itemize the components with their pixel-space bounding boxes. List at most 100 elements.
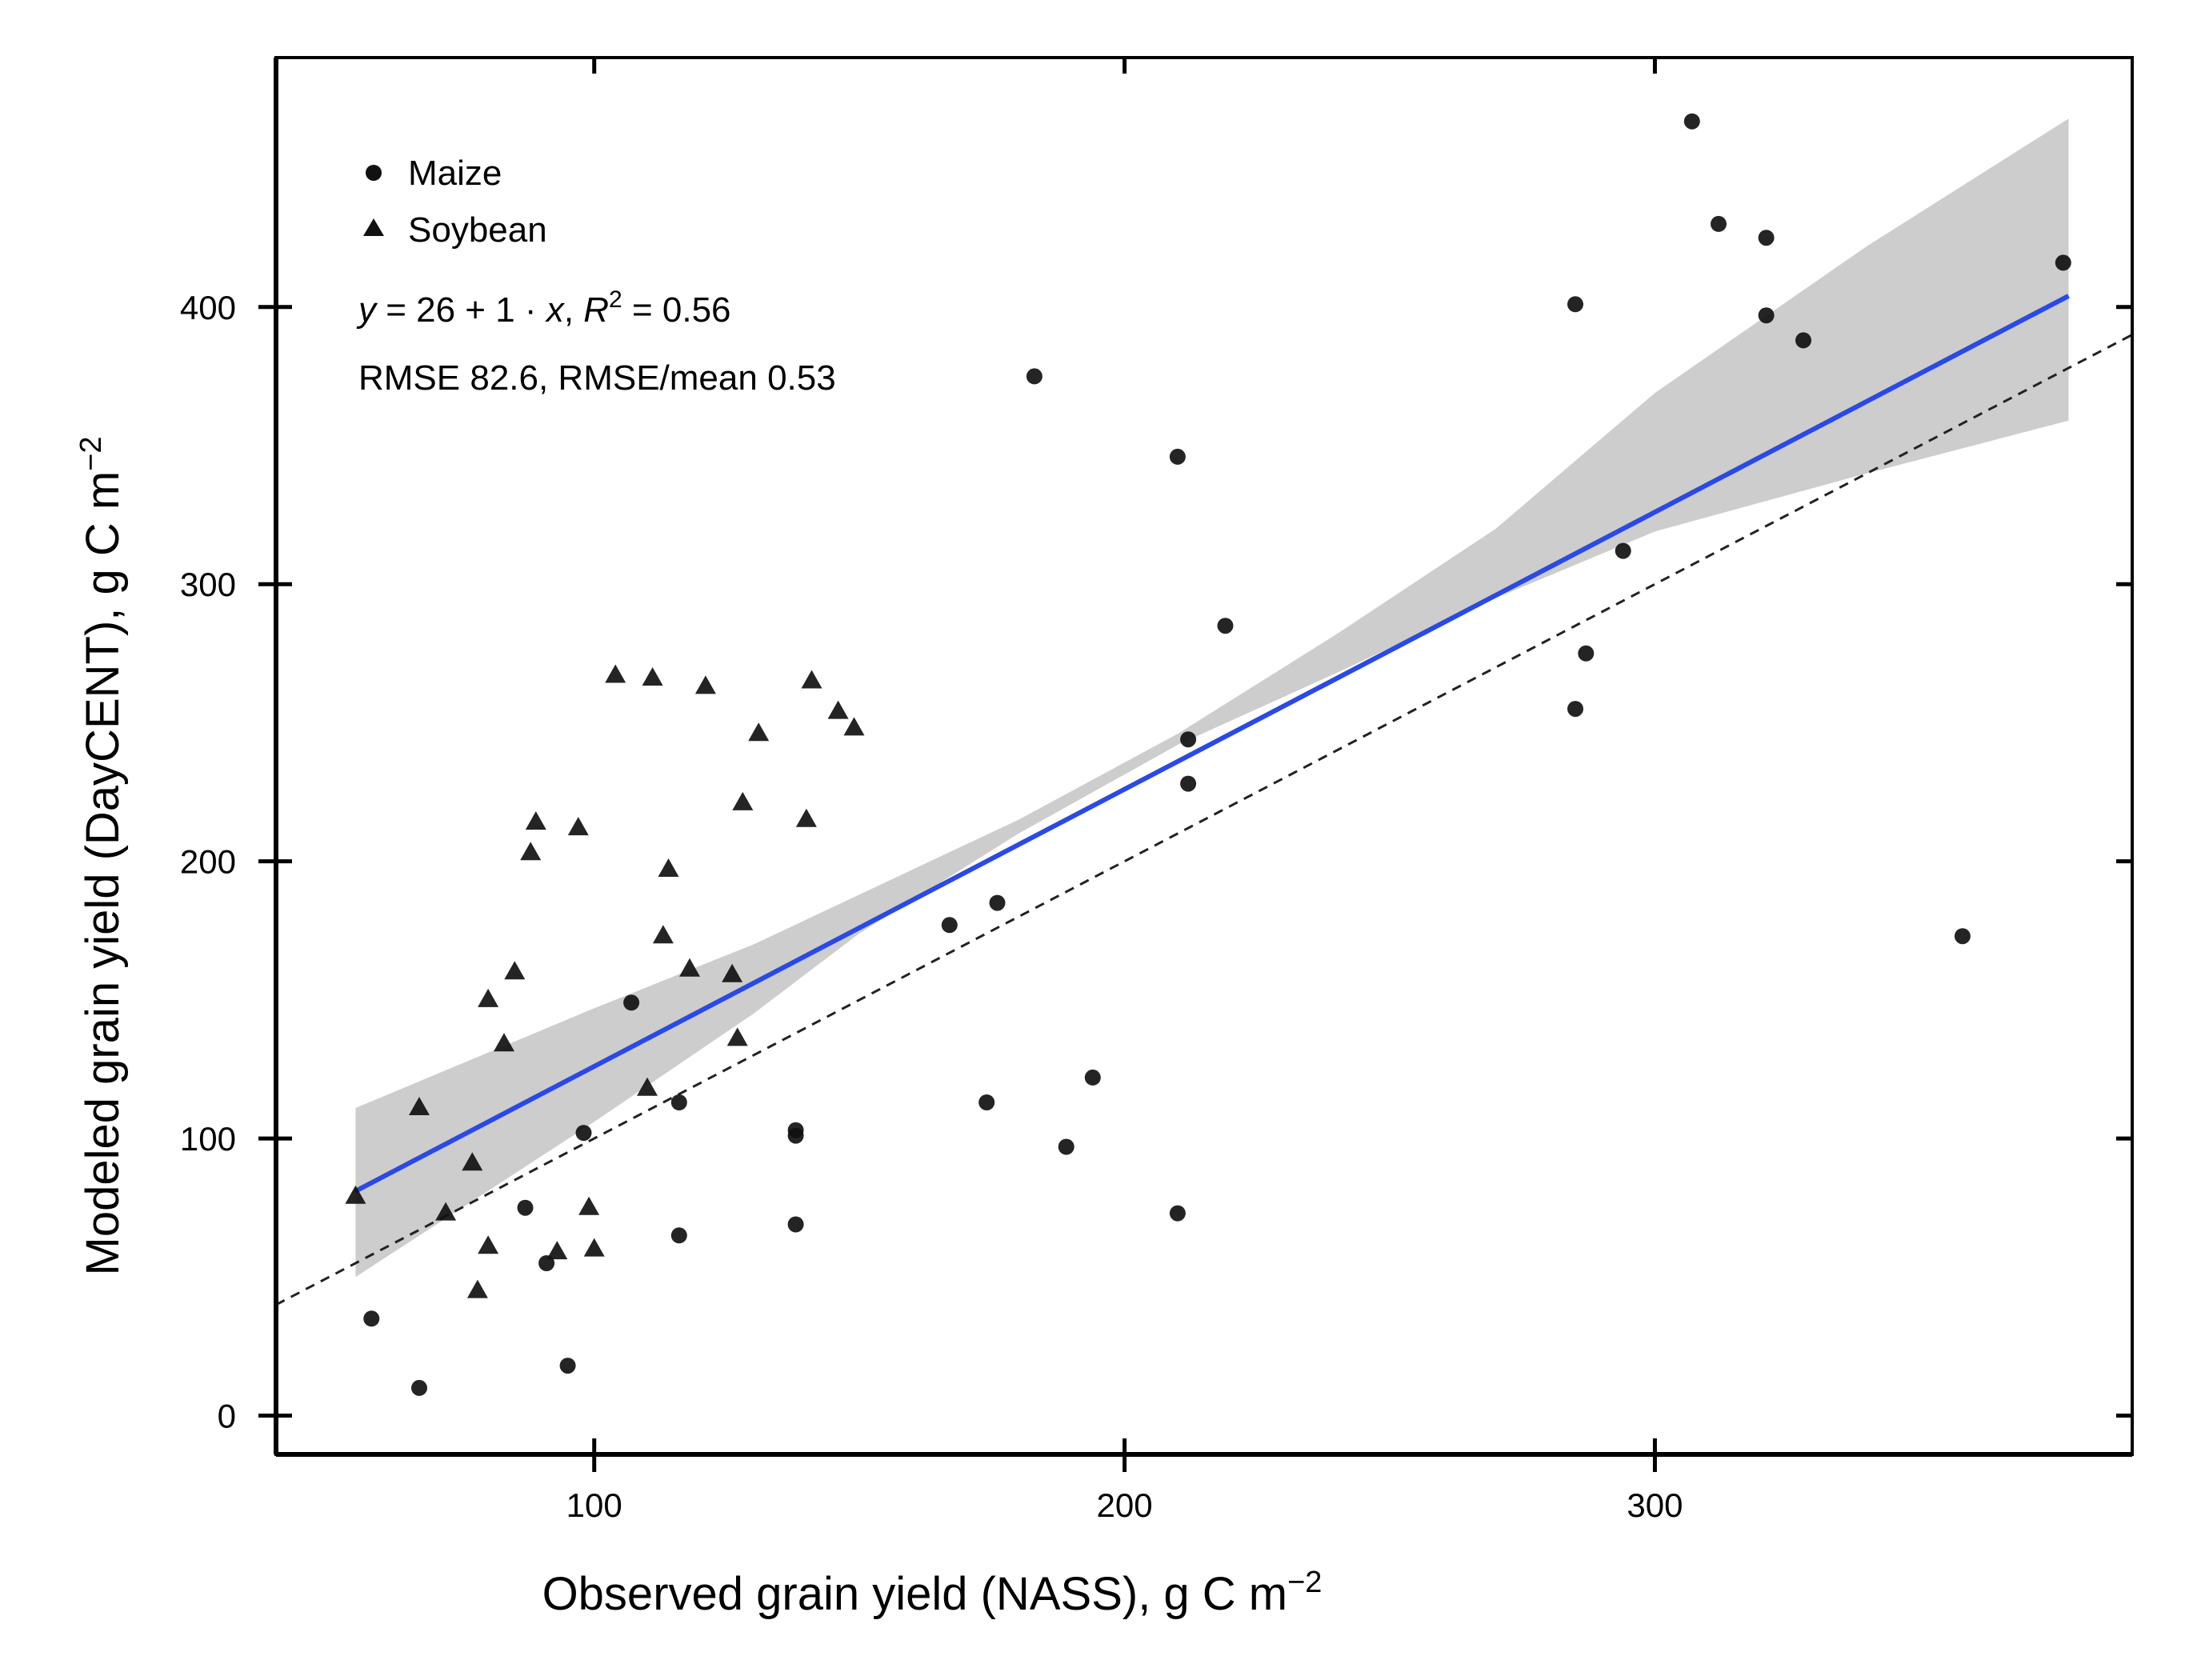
soybean-point xyxy=(466,1279,488,1298)
soybean-point xyxy=(732,791,754,810)
confidence-band-layer xyxy=(355,118,2069,1278)
soybean-point xyxy=(525,811,546,830)
maize-point xyxy=(1169,448,1186,465)
y-tick-label: 0 xyxy=(218,1398,236,1435)
y-axis-title: Modeled grain yield (DayCENT), g C m−2 xyxy=(74,437,129,1276)
legend-maize-marker xyxy=(366,165,382,181)
maize-point xyxy=(1217,618,1234,634)
maize-point xyxy=(363,1310,380,1327)
soybean-point xyxy=(409,1097,430,1115)
soybean-point xyxy=(726,1027,748,1046)
x-tick-label: 200 xyxy=(1097,1486,1153,1524)
x-axis-title: Observed grain yield (NASS), g C m−2 xyxy=(542,1566,1323,1620)
maize-point xyxy=(575,1125,592,1142)
soybean-point xyxy=(795,808,817,827)
maize-point xyxy=(559,1358,576,1374)
maize-point xyxy=(978,1094,995,1110)
data-points-layer xyxy=(345,113,2071,1396)
maize-point xyxy=(1169,1205,1186,1222)
eq-x: x xyxy=(545,290,566,330)
soybean-point xyxy=(637,1077,658,1096)
maize-point xyxy=(1026,368,1042,385)
maize-point xyxy=(670,1094,687,1110)
soybean-point xyxy=(435,1202,457,1221)
confidence-band xyxy=(355,118,2069,1278)
identity-line xyxy=(275,334,2133,1306)
eq-r-val: = 0.56 xyxy=(622,290,731,330)
legend: Maize Soybean xyxy=(363,154,547,250)
eq-r: R xyxy=(583,290,609,330)
soybean-point xyxy=(605,664,626,683)
maize-point xyxy=(670,1227,687,1244)
maize-point xyxy=(1180,731,1197,748)
soybean-point xyxy=(583,1238,605,1257)
legend-soybean-marker xyxy=(363,218,384,236)
y-tick-label: 400 xyxy=(180,289,236,326)
soybean-point xyxy=(748,722,770,742)
y-tick-label: 100 xyxy=(180,1120,236,1158)
soybean-point xyxy=(462,1152,483,1171)
soybean-point xyxy=(578,1196,600,1215)
soybean-point xyxy=(478,1235,499,1254)
soybean-point xyxy=(652,925,674,944)
x-tick-label: 100 xyxy=(566,1486,622,1524)
maize-point xyxy=(1683,113,1700,130)
maize-point xyxy=(1758,230,1775,246)
eq-r-sup: 2 xyxy=(609,286,622,313)
maize-point xyxy=(989,894,1006,911)
legend-maize-label: Maize xyxy=(408,154,502,193)
y-tick-label: 200 xyxy=(180,843,236,881)
rmse-text: RMSE 82.6, RMSE/mean 0.53 xyxy=(358,358,836,398)
regression-equation: y = 26 + 1 · x, R2 = 0.56 xyxy=(356,286,731,330)
maize-point xyxy=(787,1127,804,1144)
maize-point xyxy=(1084,1069,1101,1086)
soybean-point xyxy=(694,675,716,694)
identity-line-layer xyxy=(275,334,2133,1306)
maize-point xyxy=(1758,307,1775,324)
regression-line-layer xyxy=(354,294,2070,1194)
y-tick-label: 300 xyxy=(180,566,236,603)
axes-layer: 100 200 300 0 100 200 300 400 xyxy=(180,56,2134,1524)
y-axis-title-main: Modeled grain yield (DayCENT), g C m xyxy=(77,471,129,1276)
soybean-point xyxy=(642,667,663,686)
soybean-point xyxy=(494,1033,514,1052)
soybean-point xyxy=(345,1185,366,1204)
maize-point xyxy=(1954,928,1971,945)
soybean-point xyxy=(546,1241,568,1260)
maize-point xyxy=(1615,542,1631,559)
soybean-point xyxy=(801,670,822,689)
y-axis-title-sup: −2 xyxy=(74,437,108,471)
soybean-point xyxy=(504,961,526,980)
soybean-point xyxy=(658,858,679,877)
x-tick-label: 300 xyxy=(1627,1486,1683,1524)
soybean-point xyxy=(843,717,865,736)
eq-sep: , xyxy=(564,290,583,330)
maize-point xyxy=(411,1379,427,1396)
maize-point xyxy=(941,917,958,934)
maize-point xyxy=(1711,215,1727,232)
maize-point xyxy=(1180,775,1197,792)
x-axis-title-sup: −2 xyxy=(1287,1566,1322,1599)
maize-point xyxy=(623,994,640,1011)
soybean-point xyxy=(478,988,499,1007)
maize-point xyxy=(1567,701,1583,718)
soybean-point xyxy=(679,958,700,977)
soybean-point xyxy=(827,700,849,719)
maize-point xyxy=(1567,296,1583,313)
maize-point xyxy=(517,1199,534,1216)
maize-point xyxy=(1058,1138,1074,1155)
regression-line xyxy=(354,294,2070,1194)
regression-annotation: y = 26 + 1 · x, R2 = 0.56 RMSE 82.6, RMS… xyxy=(356,286,836,398)
maize-point xyxy=(787,1216,804,1233)
legend-soybean-label: Soybean xyxy=(408,210,547,250)
eq-y: y xyxy=(356,290,378,330)
maize-point xyxy=(1578,645,1595,662)
x-axis-title-main: Observed grain yield (NASS), g C m xyxy=(542,1568,1288,1620)
maize-point xyxy=(2055,254,2071,271)
eq-mid: = 26 + 1 · xyxy=(376,290,546,330)
soybean-point xyxy=(722,963,743,982)
maize-point xyxy=(1795,332,1811,349)
soybean-point xyxy=(520,842,542,861)
soybean-point xyxy=(567,817,589,836)
